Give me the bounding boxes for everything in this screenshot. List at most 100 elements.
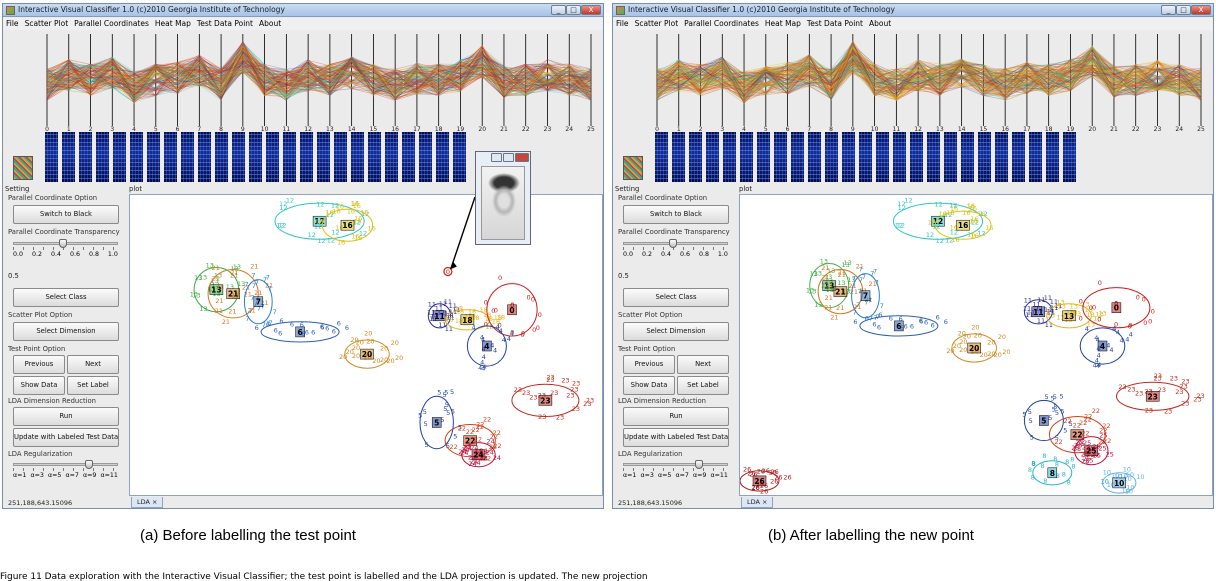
show-data-button[interactable]: Show Data xyxy=(13,376,65,395)
cluster-center[interactable] xyxy=(460,314,475,326)
heatmap-cell[interactable] xyxy=(113,132,126,182)
run-button[interactable]: Run xyxy=(13,407,119,426)
heatmap-cell[interactable] xyxy=(436,132,449,182)
heatmap-cell[interactable] xyxy=(453,132,466,182)
cluster-center[interactable] xyxy=(1047,467,1058,479)
heatmap-cell[interactable] xyxy=(62,132,75,182)
heatmap-cell[interactable] xyxy=(317,132,330,182)
cluster-center[interactable] xyxy=(822,280,836,291)
menu-parallel-coordinates[interactable]: Parallel Coordinates xyxy=(74,19,149,28)
heatmap-cell[interactable] xyxy=(808,132,821,182)
transparency-slider[interactable]: 0.0 0.2 0.4 0.6 0.8 1.0 xyxy=(13,238,118,258)
maximize-button[interactable]: □ xyxy=(1176,5,1191,15)
heatmap-cell[interactable] xyxy=(385,132,398,182)
cluster-center[interactable] xyxy=(226,288,240,299)
cluster-center[interactable] xyxy=(340,219,355,231)
heatmap-cell[interactable] xyxy=(842,132,855,182)
heatmap-cell[interactable] xyxy=(672,132,685,182)
cluster-center[interactable] xyxy=(432,310,447,322)
cluster-center[interactable] xyxy=(253,296,264,307)
heatmap-cell[interactable] xyxy=(147,132,160,182)
cluster-center[interactable] xyxy=(752,475,767,487)
cluster-center[interactable] xyxy=(209,284,224,295)
heatmap-cell[interactable] xyxy=(96,132,109,182)
parallel-coordinates-plot[interactable]: 0 1 2 3 4 5 6 7 8 9 10 11 12 13 14 15 16 17 18 19 20 21 22 23 24… xyxy=(613,30,1213,132)
select-class-button[interactable]: Select Class xyxy=(13,288,119,307)
next-button[interactable]: Next xyxy=(677,355,729,374)
heatmap-cell[interactable] xyxy=(825,132,838,182)
heatmap-cell[interactable] xyxy=(859,132,872,182)
cluster-center[interactable] xyxy=(463,435,477,446)
cluster-center[interactable] xyxy=(1031,306,1046,318)
slider-thumb[interactable] xyxy=(695,460,703,469)
slider-thumb[interactable] xyxy=(59,239,67,248)
close-button[interactable] xyxy=(515,153,529,162)
heatmap-cell[interactable] xyxy=(774,132,787,182)
maximize-button[interactable] xyxy=(503,153,514,162)
heatmap-cell[interactable] xyxy=(927,132,940,182)
heatmap-strip[interactable] xyxy=(45,132,470,182)
heatmap-cell[interactable] xyxy=(706,132,719,182)
next-button[interactable]: Next xyxy=(67,355,119,374)
heatmap-cell[interactable] xyxy=(181,132,194,182)
heatmap-cell[interactable] xyxy=(351,132,364,182)
maximize-button[interactable]: □ xyxy=(566,5,581,15)
heatmap-cell[interactable] xyxy=(419,132,432,182)
minimize-button[interactable] xyxy=(491,153,502,162)
transparency-slider[interactable]: 0.0 0.2 0.4 0.6 0.8 1.0 xyxy=(623,238,728,258)
regularization-slider[interactable]: α=1 α=3 α=5 α=7 α=9 α=11 xyxy=(623,459,728,479)
heatmap-cell[interactable] xyxy=(757,132,770,182)
heatmap-cell[interactable] xyxy=(300,132,313,182)
previous-button[interactable]: Previous xyxy=(623,355,675,374)
menu-about[interactable]: About xyxy=(258,19,282,28)
heatmap-cell[interactable] xyxy=(198,132,211,182)
cluster-center[interactable] xyxy=(1145,391,1160,402)
menu-about[interactable]: About xyxy=(868,19,892,28)
cluster-center[interactable] xyxy=(931,215,945,227)
heatmap-cell[interactable] xyxy=(876,132,889,182)
previous-button[interactable]: Previous xyxy=(13,355,65,374)
minimize-button[interactable]: _ xyxy=(1161,5,1176,15)
heatmap-strip[interactable] xyxy=(655,132,1080,182)
switch-to-black-button[interactable]: Switch to Black xyxy=(13,205,119,224)
regularization-slider[interactable]: α=1 α=3 α=5 α=7 α=9 α=11 xyxy=(13,459,118,479)
update-labeled-button[interactable]: Update with Labeled Test Data xyxy=(623,428,729,447)
heatmap-cell[interactable] xyxy=(164,132,177,182)
cluster-center[interactable] xyxy=(1039,415,1049,426)
run-button[interactable]: Run xyxy=(623,407,729,426)
heatmap-cell[interactable] xyxy=(130,132,143,182)
cluster-center[interactable] xyxy=(482,340,492,352)
cluster-center[interactable] xyxy=(1084,445,1099,456)
switch-to-black-button[interactable]: Switch to Black xyxy=(623,205,729,224)
select-dimension-button[interactable]: Select Dimension xyxy=(623,322,729,341)
heatmap-cell[interactable] xyxy=(791,132,804,182)
cluster-center[interactable] xyxy=(1111,302,1122,313)
heatmap-cell[interactable] xyxy=(655,132,668,182)
set-label-button[interactable]: Set Label xyxy=(67,376,119,395)
menu-file[interactable]: File xyxy=(616,19,629,28)
heatmap-cell[interactable] xyxy=(740,132,753,182)
heatmap-cell[interactable] xyxy=(1029,132,1042,182)
cluster-center[interactable] xyxy=(860,290,871,301)
set-label-button[interactable]: Set Label xyxy=(677,376,729,395)
heatmap-cell[interactable] xyxy=(249,132,262,182)
heatmap-cell[interactable] xyxy=(910,132,923,182)
menu-scatter-plot[interactable]: Scatter Plot xyxy=(24,19,69,28)
heatmap-cell[interactable] xyxy=(893,132,906,182)
heatmap-cell[interactable] xyxy=(961,132,974,182)
cluster-center[interactable] xyxy=(507,304,517,316)
heatmap-cell[interactable] xyxy=(995,132,1008,182)
cluster-center[interactable] xyxy=(431,417,442,428)
heatmap-cell[interactable] xyxy=(978,132,991,182)
menu-test-data-point[interactable]: Test Data Point xyxy=(196,19,253,28)
title-bar[interactable]: Interactive Visual Classifier 1.0 (c)201… xyxy=(3,4,603,17)
close-button[interactable]: X xyxy=(1191,5,1211,15)
plot-tab-lda[interactable]: LDA × xyxy=(131,497,164,508)
update-labeled-button[interactable]: Update with Labeled Test Data xyxy=(13,428,119,447)
cluster-center[interactable] xyxy=(1062,310,1076,322)
menu-file[interactable]: File xyxy=(6,19,19,28)
cluster-center[interactable] xyxy=(360,348,374,360)
menu-heat-map[interactable]: Heat Map xyxy=(764,19,801,28)
